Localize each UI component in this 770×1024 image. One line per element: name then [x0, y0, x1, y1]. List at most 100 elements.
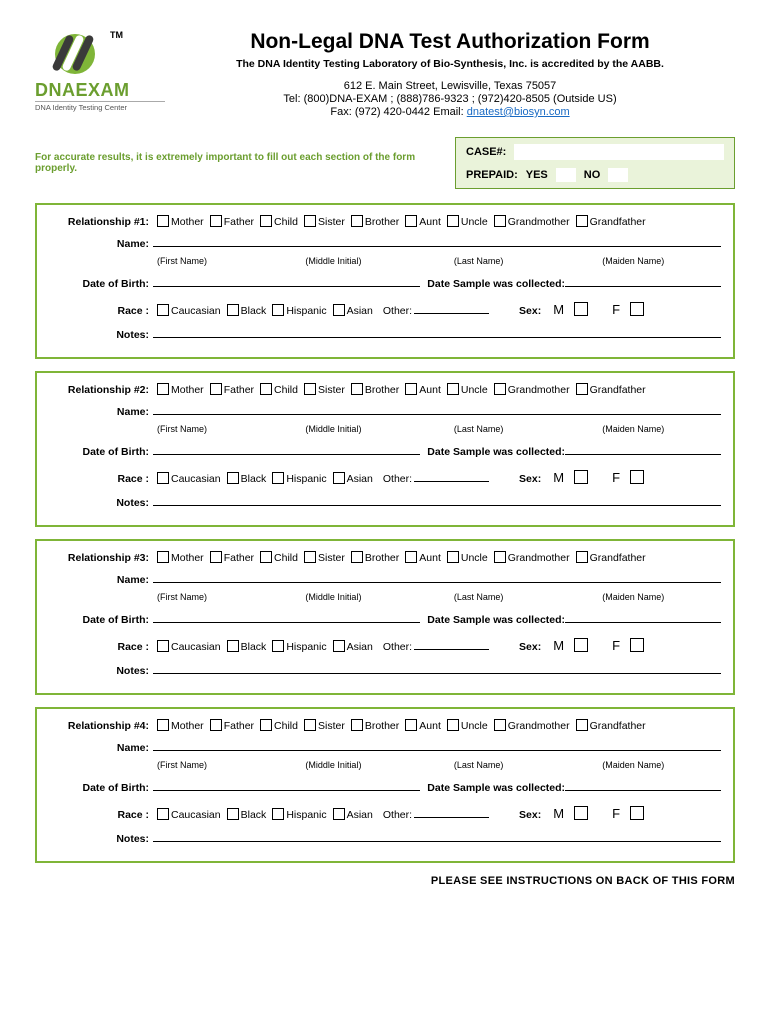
notes-label: Notes:	[49, 329, 153, 341]
checkbox-sister[interactable]	[304, 383, 316, 395]
option-grandfather: Grandfather	[590, 384, 646, 396]
checkbox-father[interactable]	[210, 383, 222, 395]
checkbox-caucasian[interactable]	[157, 304, 169, 316]
sample-date-label: Date Sample was collected:	[424, 614, 565, 626]
sample-date-field[interactable]	[565, 442, 721, 455]
checkbox-grandmother[interactable]	[494, 551, 506, 563]
checkbox-grandfather[interactable]	[576, 215, 588, 227]
checkbox-sister[interactable]	[304, 215, 316, 227]
checkbox-mother[interactable]	[157, 719, 169, 731]
sex-m-checkbox[interactable]	[574, 302, 588, 316]
prepaid-yes-checkbox[interactable]	[556, 168, 576, 182]
race-other-field[interactable]	[414, 805, 489, 818]
checkbox-grandmother[interactable]	[494, 383, 506, 395]
sex-m-label: M	[553, 302, 564, 317]
case-number-field[interactable]	[514, 144, 724, 160]
checkbox-father[interactable]	[210, 719, 222, 731]
checkbox-grandmother[interactable]	[494, 719, 506, 731]
checkbox-aunt[interactable]	[405, 551, 417, 563]
checkbox-uncle[interactable]	[447, 383, 459, 395]
checkbox-mother[interactable]	[157, 551, 169, 563]
checkbox-caucasian[interactable]	[157, 640, 169, 652]
checkbox-asian[interactable]	[333, 640, 345, 652]
sample-date-field[interactable]	[565, 778, 721, 791]
name-field[interactable]	[153, 570, 721, 583]
notes-field[interactable]	[153, 829, 721, 842]
checkbox-hispanic[interactable]	[272, 808, 284, 820]
race-other-field[interactable]	[414, 637, 489, 650]
dob-field[interactable]	[153, 610, 420, 623]
name-hint: (First Name)	[157, 256, 305, 266]
checkbox-black[interactable]	[227, 304, 239, 316]
notes-field[interactable]	[153, 661, 721, 674]
checkbox-father[interactable]	[210, 551, 222, 563]
checkbox-grandmother[interactable]	[494, 215, 506, 227]
checkbox-brother[interactable]	[351, 719, 363, 731]
checkbox-uncle[interactable]	[447, 551, 459, 563]
relationship-options: MotherFatherChildSisterBrotherAuntUncleG…	[153, 549, 721, 564]
checkbox-child[interactable]	[260, 383, 272, 395]
checkbox-brother[interactable]	[351, 215, 363, 227]
checkbox-grandfather[interactable]	[576, 383, 588, 395]
checkbox-black[interactable]	[227, 808, 239, 820]
race-label: Race :	[49, 305, 153, 317]
sex-f-checkbox[interactable]	[630, 638, 644, 652]
checkbox-hispanic[interactable]	[272, 640, 284, 652]
checkbox-black[interactable]	[227, 640, 239, 652]
name-field[interactable]	[153, 234, 721, 247]
checkbox-child[interactable]	[260, 719, 272, 731]
checkbox-hispanic[interactable]	[272, 472, 284, 484]
sex-m-checkbox[interactable]	[574, 638, 588, 652]
checkbox-child[interactable]	[260, 551, 272, 563]
name-row: Name:	[49, 570, 721, 586]
dob-field[interactable]	[153, 778, 420, 791]
checkbox-grandfather[interactable]	[576, 551, 588, 563]
race-asian: Asian	[347, 641, 373, 653]
checkbox-asian[interactable]	[333, 808, 345, 820]
email-link[interactable]: dnatest@biosyn.com	[467, 106, 570, 118]
checkbox-asian[interactable]	[333, 304, 345, 316]
notes-row: Notes:	[49, 325, 721, 341]
sex-f-checkbox[interactable]	[630, 806, 644, 820]
checkbox-mother[interactable]	[157, 383, 169, 395]
race-label: Race :	[49, 641, 153, 653]
checkbox-brother[interactable]	[351, 383, 363, 395]
sex-m-checkbox[interactable]	[574, 470, 588, 484]
checkbox-grandfather[interactable]	[576, 719, 588, 731]
dob-field[interactable]	[153, 442, 420, 455]
checkbox-caucasian[interactable]	[157, 472, 169, 484]
checkbox-hispanic[interactable]	[272, 304, 284, 316]
sample-date-field[interactable]	[565, 610, 721, 623]
name-field[interactable]	[153, 738, 721, 751]
checkbox-uncle[interactable]	[447, 215, 459, 227]
checkbox-asian[interactable]	[333, 472, 345, 484]
checkbox-aunt[interactable]	[405, 719, 417, 731]
checkbox-sister[interactable]	[304, 719, 316, 731]
sex-label: Sex:	[519, 809, 541, 821]
checkbox-aunt[interactable]	[405, 215, 417, 227]
dob-field[interactable]	[153, 274, 420, 287]
prepaid-label: PREPAID:	[466, 169, 518, 181]
sex-m-checkbox[interactable]	[574, 806, 588, 820]
sex-f-checkbox[interactable]	[630, 470, 644, 484]
checkbox-uncle[interactable]	[447, 719, 459, 731]
checkbox-aunt[interactable]	[405, 383, 417, 395]
race-other-field[interactable]	[414, 301, 489, 314]
notes-field[interactable]	[153, 325, 721, 338]
checkbox-brother[interactable]	[351, 551, 363, 563]
checkbox-sister[interactable]	[304, 551, 316, 563]
checkbox-child[interactable]	[260, 215, 272, 227]
option-grandmother: Grandmother	[508, 720, 570, 732]
sex-f-checkbox[interactable]	[630, 302, 644, 316]
checkbox-mother[interactable]	[157, 215, 169, 227]
prepaid-no-checkbox[interactable]	[608, 168, 628, 182]
race-row: Race :CaucasianBlackHispanicAsianOther:S…	[49, 636, 721, 653]
notes-field[interactable]	[153, 493, 721, 506]
name-field[interactable]	[153, 402, 721, 415]
race-other-field[interactable]	[414, 469, 489, 482]
checkbox-black[interactable]	[227, 472, 239, 484]
sample-date-field[interactable]	[565, 274, 721, 287]
checkbox-caucasian[interactable]	[157, 808, 169, 820]
checkbox-father[interactable]	[210, 215, 222, 227]
sex-label: Sex:	[519, 473, 541, 485]
